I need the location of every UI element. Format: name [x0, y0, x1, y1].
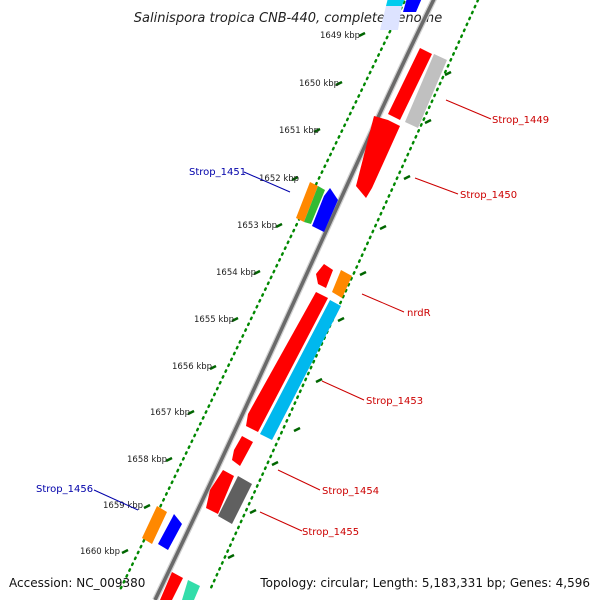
tick-label: 1654 kbp [216, 268, 256, 278]
gene-strop-1455-gray[interactable] [218, 476, 252, 524]
gene-label-strop-1450[interactable]: Strop_1450 [460, 190, 517, 201]
gene-strop-1456-orange[interactable] [142, 506, 167, 544]
tick-track-outer [118, 0, 407, 592]
tick-label: 1649 kbp [320, 31, 360, 41]
gene-strop-1454[interactable] [232, 436, 253, 466]
gene-feature-top-cyan[interactable] [386, 0, 405, 6]
gene-labels: Strop_1449 Strop_1450 Strop_1451 nrdR St… [36, 115, 549, 538]
gene-feature-top-blue[interactable] [403, 0, 422, 12]
topology-text: Topology: circular; Length: 5,183,331 bp… [259, 576, 590, 590]
gene-label-strop-1451[interactable]: Strop_1451 [189, 167, 246, 178]
tick-label: 1650 kbp [299, 79, 339, 89]
gene-strop-1453-cyan[interactable] [260, 300, 341, 440]
gene-strop-1451-green[interactable] [304, 186, 325, 224]
gene-label-strop-1449[interactable]: Strop_1449 [492, 115, 549, 126]
tick-track-inner [208, 0, 480, 592]
gene-strop-1449[interactable] [388, 48, 432, 120]
gene-feature-top-lightblue[interactable] [380, 6, 402, 30]
tick-label: 1655 kbp [194, 315, 234, 325]
gene-strop-1451-blue[interactable] [312, 188, 338, 232]
gene-label-strop-1456[interactable]: Strop_1456 [36, 484, 93, 495]
gene-strop-1456-blue[interactable] [158, 514, 182, 550]
tick-label: 1660 kbp [80, 547, 120, 557]
tick-label: 1656 kbp [172, 362, 212, 372]
map-title: Salinispora tropica CNB-440, complete ge… [134, 11, 442, 26]
gene-label-nrdr[interactable]: nrdR [407, 308, 431, 319]
gene-feature-bottom-green[interactable] [182, 580, 200, 600]
tick-label: 1653 kbp [237, 221, 277, 231]
tick-label: 1659 kbp [103, 501, 143, 511]
gene-strop-1455-red[interactable] [206, 470, 234, 514]
tick-label: 1651 kbp [279, 126, 319, 136]
gene-strop-1453-red[interactable] [246, 292, 328, 432]
gene-strop-1450[interactable] [356, 116, 400, 198]
tick-label: 1657 kbp [150, 408, 190, 418]
gene-strop-1451-orange[interactable] [296, 182, 318, 222]
gene-strop-1449-gray[interactable] [405, 54, 447, 128]
gene-label-strop-1455[interactable]: Strop_1455 [302, 527, 359, 538]
tick-label: 1658 kbp [127, 455, 167, 465]
accession-text: Accession: NC_009380 [9, 576, 145, 590]
label-leaders [93, 99, 492, 532]
gene-nrdr-orange[interactable] [332, 270, 352, 298]
gene-label-strop-1453[interactable]: Strop_1453 [366, 396, 423, 407]
gene-nrdr-red[interactable] [316, 264, 333, 288]
gene-feature-bottom-red[interactable] [160, 572, 183, 600]
genome-backbone-core [153, 0, 436, 600]
tick-marks [121, 31, 366, 555]
tick-labels: 1649 kbp 1650 kbp 1651 kbp 1652 kbp 1653… [80, 31, 360, 557]
inner-tick-marks [227, 70, 452, 560]
tick-label: 1652 kbp [259, 174, 299, 184]
gene-label-strop-1454[interactable]: Strop_1454 [322, 486, 379, 497]
